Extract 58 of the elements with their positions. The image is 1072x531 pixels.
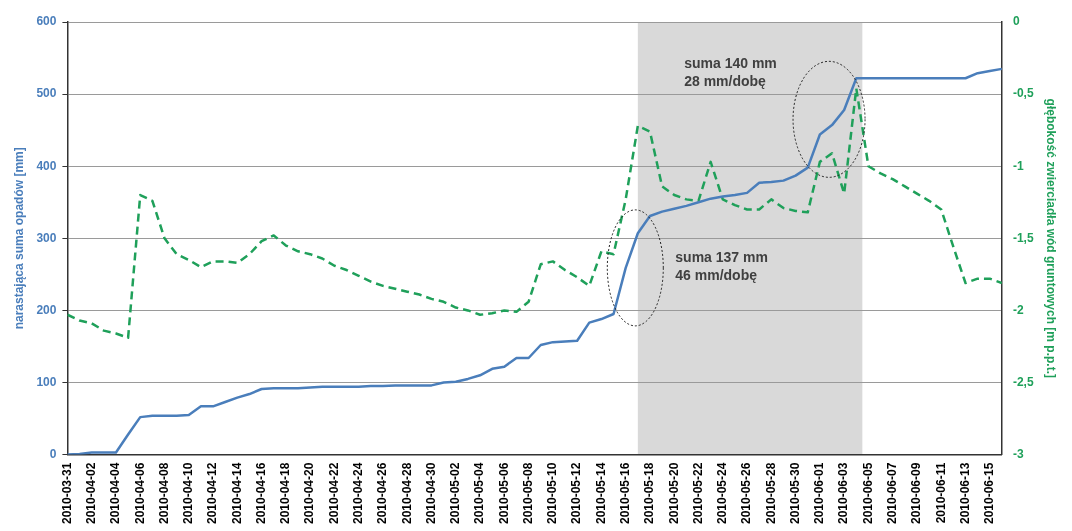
x-tick-label: 2010-04-02 (84, 462, 99, 525)
x-tick-label: 2010-06-05 (860, 462, 875, 525)
x-tick-label: 2010-06-07 (885, 462, 900, 525)
x-tick-label: 2010-06-03 (836, 462, 851, 525)
x-tick-label: 2010-05-14 (593, 462, 608, 525)
x-tick-label: 2010-04-04 (108, 462, 123, 525)
x-tick-label: 2010-05-10 (545, 462, 560, 525)
x-tick-label: 2010-04-06 (132, 462, 147, 525)
y-tick-label: 200 (36, 302, 57, 317)
x-tick-label: 2010-06-13 (957, 462, 972, 525)
y-tick-label: 400 (36, 158, 57, 173)
x-tick-label: 2010-05-16 (618, 462, 633, 525)
y2-axis-title: głębokość zwierciadła wód gruntowych [m p.p.t.] (1044, 98, 1059, 378)
x-tick-label: 2010-05-08 (520, 462, 535, 525)
y2-tick-label: -2 (1012, 302, 1024, 317)
x-tick-label: 2010-05-02 (448, 462, 463, 525)
x-tick-label: 2010-04-30 (423, 462, 438, 525)
x-tick-label: 2010-05-12 (569, 462, 584, 525)
x-tick-label: 2010-05-04 (472, 462, 487, 525)
y-tick-label: 0 (49, 446, 57, 461)
y-axis-title: narastająca suma opadów [mm] (11, 147, 26, 330)
y2-tick-label: -3 (1012, 446, 1024, 461)
x-tick-label: 2010-04-16 (253, 462, 268, 525)
x-tick-label: 2010-05-30 (787, 462, 802, 525)
y-tick-label: 600 (36, 14, 57, 29)
annotation: suma 137 mm 46 mm/dobę (675, 248, 768, 283)
x-tick-label: 2010-03-31 (59, 462, 74, 525)
x-tick-label: 2010-05-18 (642, 462, 657, 525)
x-tick-label: 2010-04-08 (156, 462, 171, 525)
x-tick-label: 2010-05-26 (739, 462, 754, 525)
y2-tick-label: -1 (1012, 158, 1024, 173)
x-tick-label: 2010-06-01 (812, 462, 827, 525)
y-tick-label: 300 (36, 230, 57, 245)
x-tick-label: 2010-06-15 (982, 462, 997, 525)
x-tick-label: 2010-04-22 (326, 462, 341, 525)
y2-tick-label: -2,5 (1012, 374, 1034, 389)
line-series (67, 87, 1002, 340)
x-tick-label: 2010-05-24 (715, 462, 730, 525)
x-tick-label: 2010-04-26 (375, 462, 390, 525)
y2-tick-label: -1,5 (1012, 230, 1034, 245)
y-tick-label: 500 (36, 86, 57, 101)
x-tick-label: 2010-04-24 (351, 462, 366, 525)
annotation: suma 140 mm 28 mm/dobę (684, 54, 777, 89)
x-tick-label: 2010-04-14 (229, 462, 244, 525)
y2-tick-label: 0 (1012, 14, 1020, 29)
x-tick-label: 2010-05-28 (763, 462, 778, 525)
x-tick-label: 2010-04-28 (399, 462, 414, 525)
x-tick-label: 2010-04-20 (302, 462, 317, 525)
x-tick-label: 2010-05-22 (690, 462, 705, 525)
x-tick-label: 2010-04-18 (278, 462, 293, 525)
x-tick-label: 2010-04-12 (205, 462, 220, 525)
y-tick-label: 100 (36, 374, 57, 389)
x-tick-label: 2010-06-09 (909, 462, 924, 525)
x-tick-label: 2010-05-20 (666, 462, 681, 525)
x-tick-label: 2010-06-11 (933, 462, 948, 524)
y2-tick-label: -0,5 (1012, 86, 1034, 101)
x-tick-label: 2010-05-06 (496, 462, 511, 525)
x-tick-label: 2010-04-10 (181, 462, 196, 525)
